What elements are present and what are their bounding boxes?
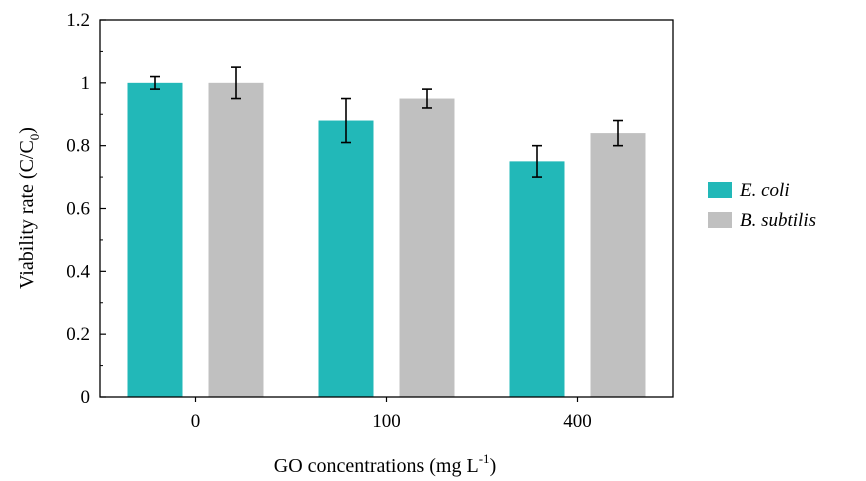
bar-b-subtilis-100 xyxy=(399,98,455,398)
bars-layer xyxy=(127,82,646,398)
y-tick-label: 0.4 xyxy=(66,261,90,282)
bar-b-subtilis-400 xyxy=(590,133,646,397)
y-tick-label: 1 xyxy=(81,73,91,94)
y-axis-title: Viability rate (C/C0) xyxy=(16,127,42,289)
y-tick-label: 1.2 xyxy=(66,10,90,31)
x-tick-label: 400 xyxy=(563,411,592,432)
legend: E. coli B. subtilis xyxy=(708,180,816,231)
legend-label: E. coli xyxy=(739,180,790,201)
x-axis-title: GO concentrations (mg L-1) xyxy=(274,451,496,477)
bar-e-coli-0 xyxy=(127,82,183,397)
legend-label: B. subtilis xyxy=(740,210,816,231)
x-tick-label: 100 xyxy=(372,411,401,432)
error-bars-layer xyxy=(150,66,623,178)
legend-swatch xyxy=(708,212,732,228)
y-tick-label: 0.6 xyxy=(66,199,90,220)
legend-swatch xyxy=(708,182,732,198)
bar-e-coli-400 xyxy=(509,161,565,397)
plot-frame xyxy=(99,19,674,398)
bar-e-coli-100 xyxy=(318,120,374,398)
axes-layer: 0 100 400 0 0.2 0.4 0.6 0.8 1 1.2 xyxy=(66,10,674,432)
y-tick-label: 0 xyxy=(81,387,91,408)
y-tick-label: 0.2 xyxy=(66,324,90,345)
bar-b-subtilis-0 xyxy=(208,82,264,397)
y-tick-label: 0.8 xyxy=(66,136,90,157)
x-tick-label: 0 xyxy=(191,411,201,432)
